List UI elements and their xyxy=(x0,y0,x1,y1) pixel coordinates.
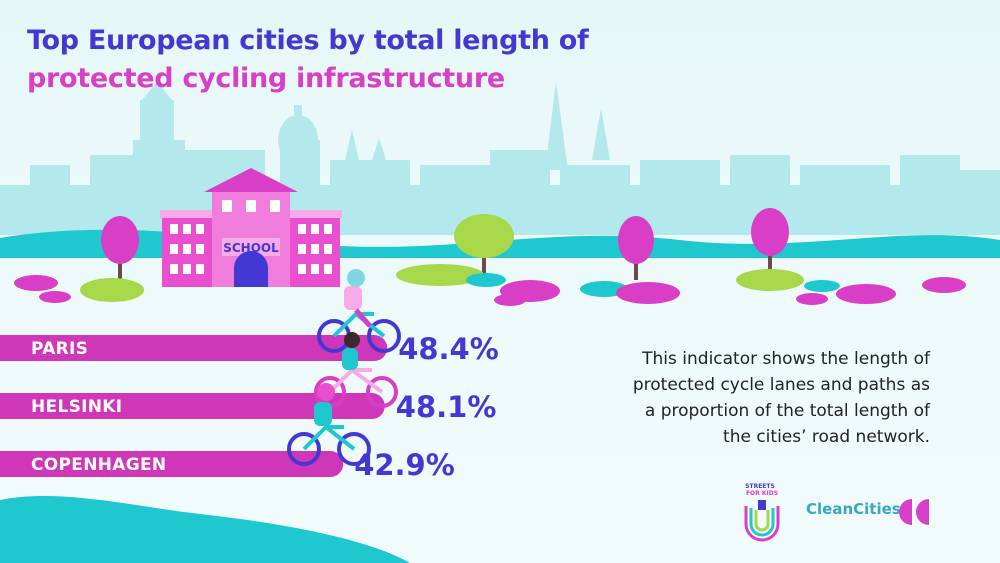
value-label-helsinki: 48.1% xyxy=(396,390,497,424)
bushes xyxy=(14,264,966,306)
chart-title: Top European cities by total length of p… xyxy=(27,22,589,98)
logo-for-kids-text: FOR KIDS xyxy=(746,490,778,497)
cyclist-1 xyxy=(317,269,401,353)
category-label-copenhagen: COPENHAGEN xyxy=(31,455,166,475)
cleancities-quote-icon xyxy=(899,499,929,525)
bar-helsinki xyxy=(0,393,385,419)
logo-streets-text: STREETS xyxy=(745,483,775,490)
city-skyline xyxy=(0,82,1000,235)
cyclist-3 xyxy=(287,383,371,466)
description-line-1: This indicator shows the length of xyxy=(642,349,930,369)
tree-mid xyxy=(618,216,654,280)
category-label-paris: PARIS xyxy=(31,339,88,359)
tree-right xyxy=(751,208,789,276)
tree-left xyxy=(101,216,139,280)
category-label-helsinki: HELSINKI xyxy=(31,397,122,417)
bar-chart: PARIS 48.4% HELSINKI 48.1% COPENHAGEN 42.9% xyxy=(0,332,499,482)
cleancities-logo-text: CleanCities xyxy=(806,500,901,518)
bar-copenhagen xyxy=(0,451,344,477)
value-label-copenhagen: 42.9% xyxy=(354,448,455,482)
bar-paris xyxy=(0,335,388,361)
school-sign: SCHOOL xyxy=(223,241,279,255)
bottom-wave xyxy=(0,495,410,563)
description-line-2: protected cycle lanes and paths as xyxy=(632,375,930,395)
description-line-3: a proportion of the total length of xyxy=(644,401,930,421)
description-line-4: the cities’ road network. xyxy=(723,427,930,447)
streets-for-kids-logo: STREETS FOR KIDS xyxy=(744,483,780,542)
school-building: SCHOOL xyxy=(160,168,342,287)
title-line-1: Top European cities by total length of xyxy=(27,25,589,56)
value-label-paris: 48.4% xyxy=(398,332,499,366)
title-line-2: protected cycling infrastructure xyxy=(27,63,505,94)
tree-green xyxy=(454,214,514,276)
indicator-description: This indicator shows the length of prote… xyxy=(560,346,930,450)
